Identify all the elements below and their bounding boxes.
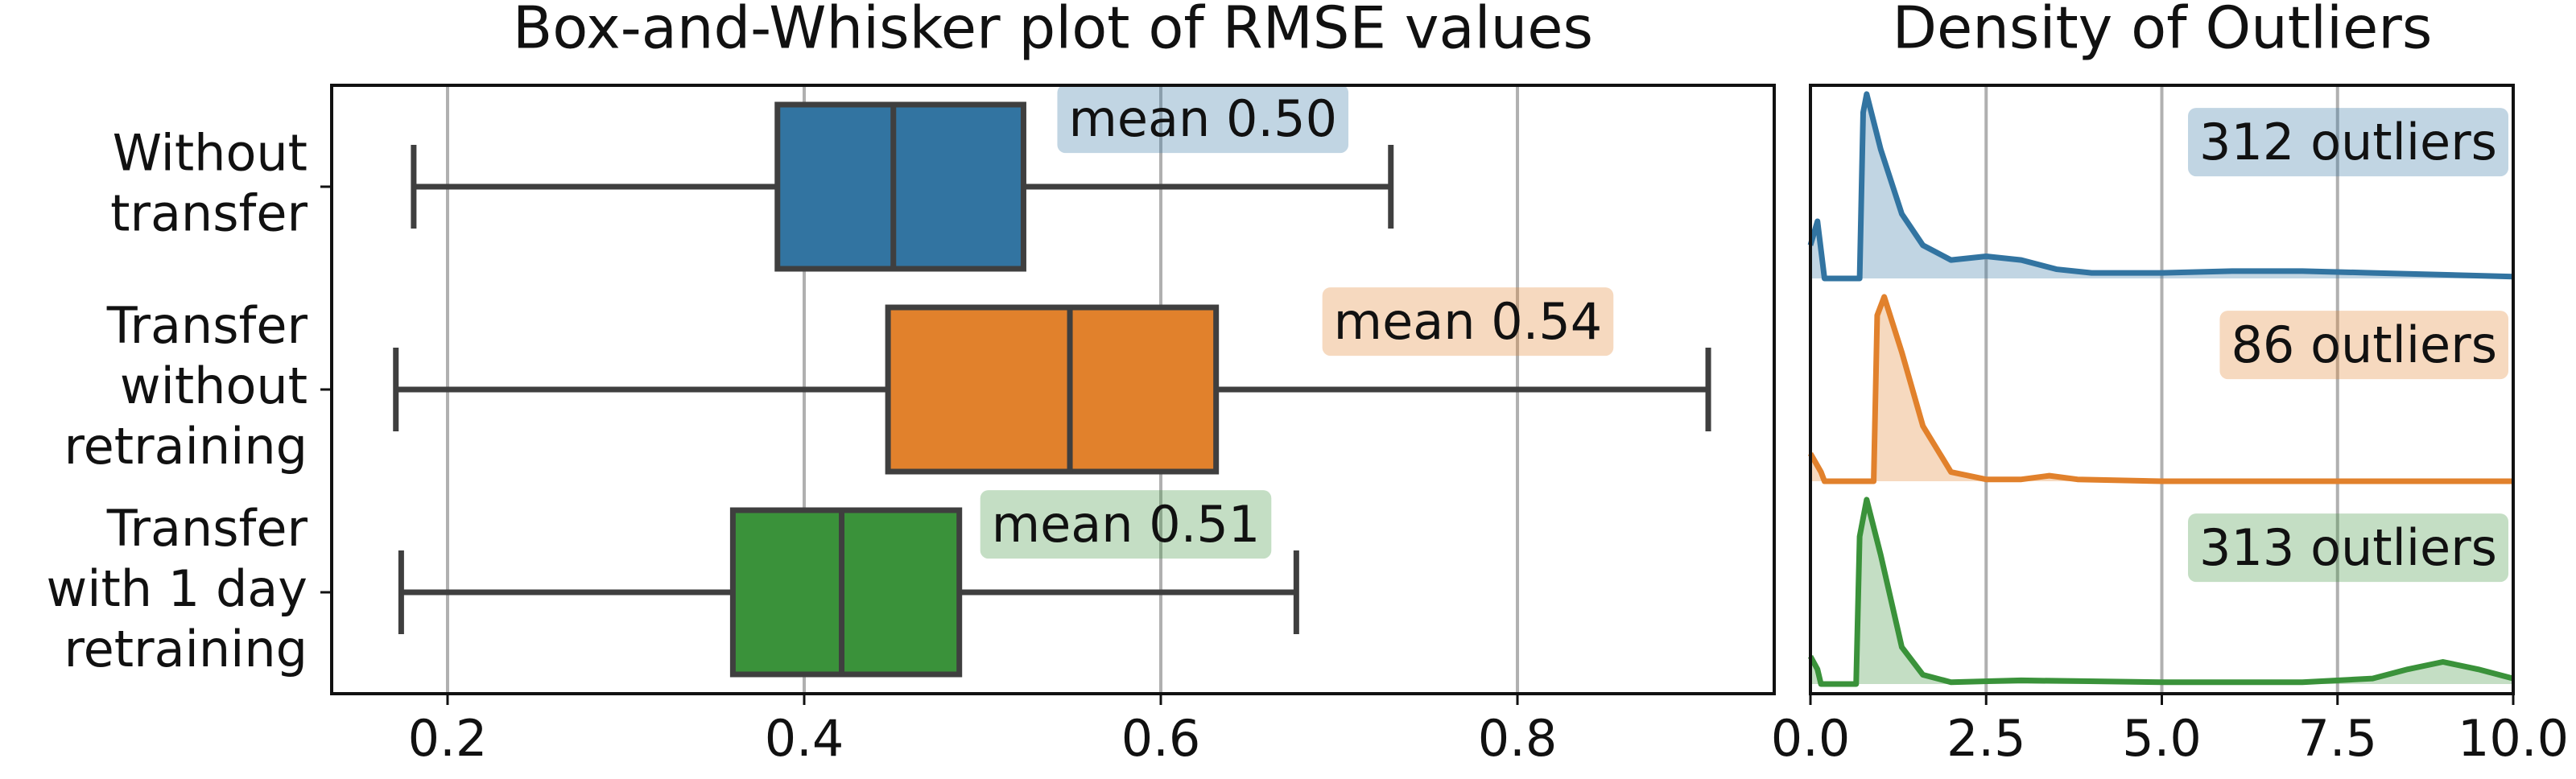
density-line: [1807, 91, 2514, 282]
annotation: 86 outliers: [2231, 315, 2497, 374]
chart-title: Density of Outliers: [1893, 0, 2433, 62]
annotation-box: [980, 490, 1272, 559]
annotation-box: [2219, 311, 2508, 380]
density-area: [1810, 93, 2513, 278]
x-tick-label: 10.0: [2458, 709, 2569, 768]
density-area: [1810, 296, 2513, 481]
annotation: 312 outliers: [2199, 113, 2497, 171]
x-tick-label: 0.4: [765, 709, 844, 768]
annotation: mean 0.50: [1068, 89, 1337, 148]
plot-frame: [330, 84, 1776, 695]
y-tick-label: Transfer without retraining: [64, 296, 308, 476]
annotation: mean 0.51: [992, 495, 1261, 554]
x-tick-label: 5.0: [2122, 709, 2202, 768]
box: [885, 304, 1220, 475]
x-tick-label: 0.6: [1121, 709, 1201, 768]
x-tick-label: 2.5: [1946, 709, 2026, 768]
x-tick-label: 0.8: [1478, 709, 1558, 768]
annotation: 313 outliers: [2199, 518, 2497, 577]
y-tick-label: Transfer with 1 day retraining: [47, 499, 308, 678]
annotation-box: [2188, 108, 2508, 177]
annotation-box: [2188, 513, 2508, 583]
annotation-box: [1322, 287, 1614, 357]
x-tick-label: 0.0: [1771, 709, 1851, 768]
chart-title: Box-and-Whisker plot of RMSE values: [513, 0, 1593, 62]
annotation-box: [1057, 84, 1349, 154]
density-line: [1807, 497, 2514, 687]
y-tick-label: Without transfer: [110, 124, 308, 243]
x-tick-label: 0.2: [408, 709, 488, 768]
x-tick-label: 7.5: [2297, 709, 2377, 768]
plot-frame: [1809, 84, 2515, 695]
density-line: [1807, 294, 2513, 484]
annotation: mean 0.54: [1334, 292, 1603, 351]
box: [774, 101, 1026, 272]
box: [729, 507, 963, 678]
density-area: [1810, 499, 2513, 684]
